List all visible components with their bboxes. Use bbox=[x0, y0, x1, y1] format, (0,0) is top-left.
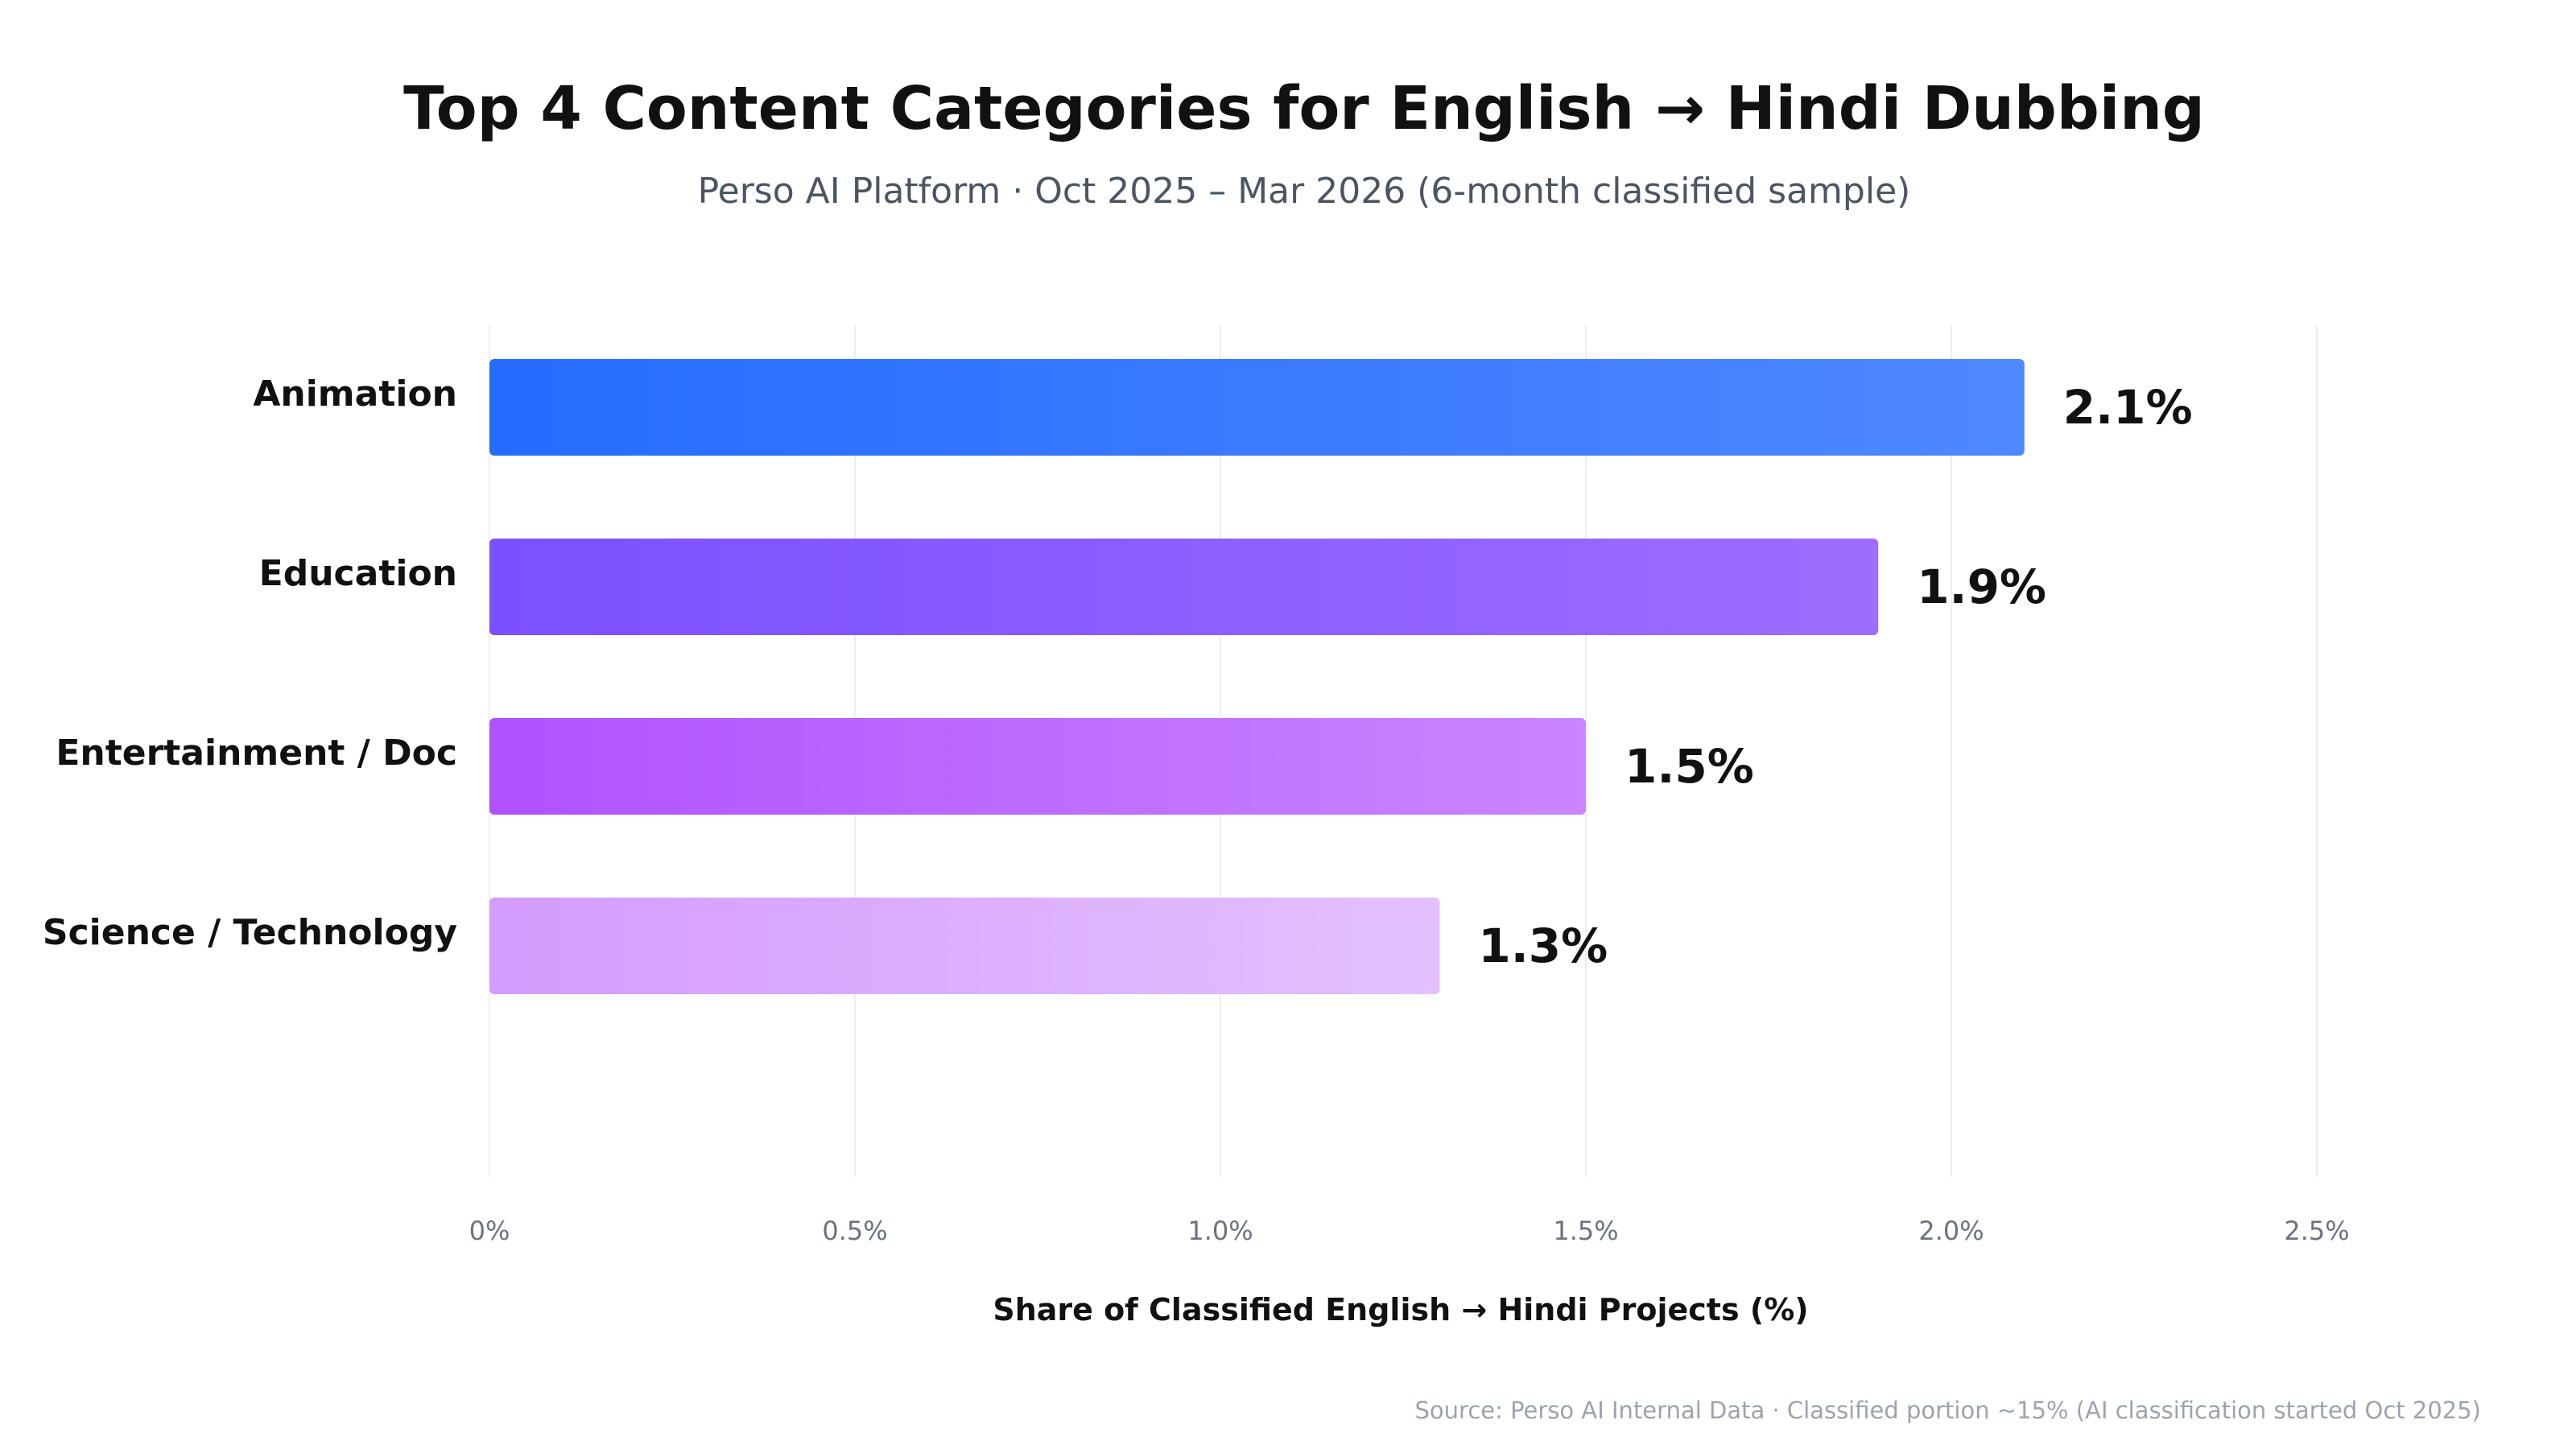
bar bbox=[489, 718, 1586, 815]
x-tick-label: 1.0% bbox=[1187, 1216, 1253, 1246]
value-label: 1.3% bbox=[1478, 919, 1608, 973]
bar bbox=[489, 898, 1440, 994]
category-labels: Animation Education Entertainment / Doc Sci… bbox=[43, 374, 457, 953]
x-tick-label: 2.0% bbox=[1918, 1216, 1984, 1246]
x-tick-label: 1.5% bbox=[1553, 1216, 1618, 1246]
bar bbox=[489, 359, 2025, 456]
bars bbox=[489, 359, 2025, 994]
category-label: Science / Technology bbox=[43, 912, 457, 953]
category-label: Entertainment / Doc bbox=[56, 733, 457, 774]
x-tick-label: 2.5% bbox=[2284, 1216, 2349, 1246]
x-tick-label: 0% bbox=[469, 1216, 510, 1246]
x-tick-label: 0.5% bbox=[822, 1216, 887, 1246]
x-axis-title: Share of Classified English → Hindi Proj… bbox=[993, 1292, 1808, 1327]
x-tick-labels: 0% 0.5% 1.0% 1.5% 2.0% 2.5% bbox=[469, 1216, 2350, 1246]
category-label: Education bbox=[259, 553, 457, 594]
chart-title: Top 4 Content Categories for English → H… bbox=[403, 74, 2205, 143]
bar bbox=[489, 539, 1879, 635]
value-label: 1.5% bbox=[1624, 739, 1754, 794]
category-label: Animation bbox=[253, 374, 457, 415]
value-label: 2.1% bbox=[2063, 380, 2193, 435]
value-labels: 2.1% 1.9% 1.5% 1.3% bbox=[1478, 380, 2192, 973]
chart-subtitle: Perso AI Platform · Oct 2025 – Mar 2026 … bbox=[698, 171, 1911, 212]
source-note: Source: Perso AI Internal Data · Classif… bbox=[1415, 1397, 2481, 1424]
value-label: 1.9% bbox=[1917, 559, 2046, 614]
